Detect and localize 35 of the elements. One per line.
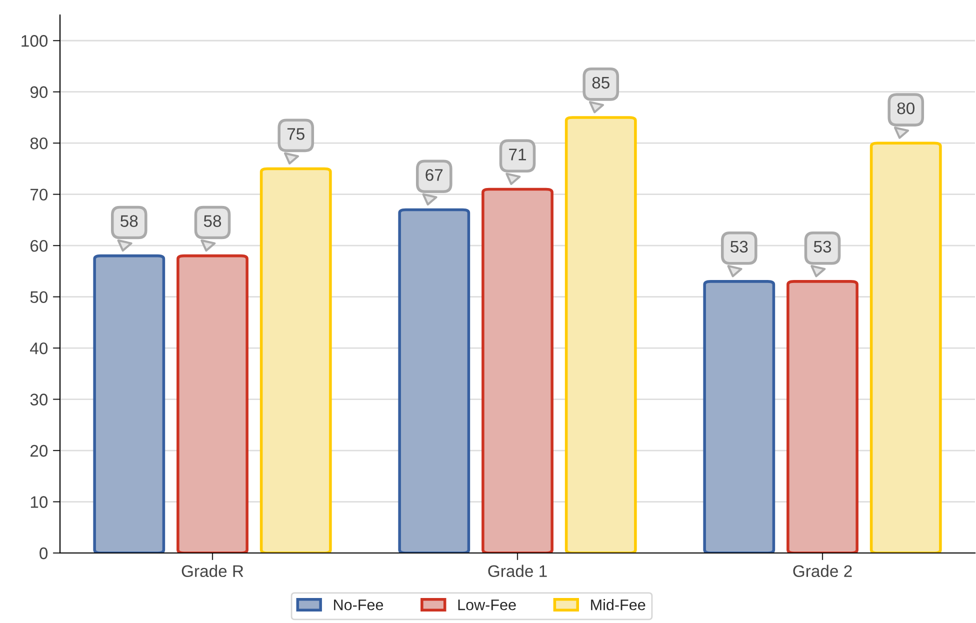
data-label: 75 (287, 128, 304, 140)
y-tick-label: 20 (30, 444, 48, 457)
y-tick-label: 30 (30, 394, 48, 406)
bar (703, 280, 776, 553)
x-tick-label: Grade R (182, 564, 244, 578)
bar (870, 142, 942, 553)
data-label: 67 (426, 169, 443, 181)
y-tick-label: 100 (22, 35, 48, 47)
bar (482, 188, 554, 553)
data-label: 53 (814, 240, 832, 253)
data-label: 71 (509, 148, 526, 160)
y-tick-label: 70 (30, 188, 48, 201)
y-tick-label: 80 (30, 137, 48, 150)
bar (93, 254, 166, 553)
x-tick-label: Grade 1 (488, 564, 547, 578)
legend-label: Mid-Fee (591, 599, 646, 610)
y-tick-label: 0 (40, 547, 48, 560)
data-label: 53 (730, 240, 748, 253)
x-tick-label: Grade 2 (793, 564, 852, 578)
data-label: 85 (592, 76, 610, 89)
y-tick-label: 40 (30, 342, 48, 354)
data-label: 80 (897, 102, 914, 114)
y-tick-label: 60 (30, 240, 48, 252)
data-label: 58 (204, 215, 222, 227)
legend-label: No-Fee (334, 600, 384, 610)
bar (260, 167, 332, 553)
data-label: 58 (120, 215, 138, 227)
bar (176, 254, 248, 553)
legend-label: Low-Fee (458, 600, 516, 610)
bar (786, 280, 858, 553)
bar (398, 208, 470, 553)
bar (564, 116, 637, 553)
y-tick-label: 10 (30, 496, 48, 508)
y-tick-label: 50 (30, 291, 48, 304)
y-tick-label: 90 (30, 86, 48, 98)
